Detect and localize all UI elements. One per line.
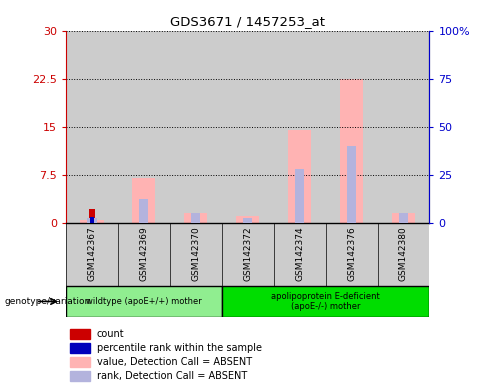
Bar (378, 31, 429, 223)
Bar (392, 213, 415, 223)
Bar (80, 220, 103, 223)
Text: apolipoprotein E-deficient
(apoE-/-) mother: apolipoprotein E-deficient (apoE-/-) mot… (271, 292, 380, 311)
Bar (325, 223, 378, 286)
Text: genotype/variation: genotype/variation (5, 297, 91, 306)
Bar (170, 223, 222, 286)
Bar (118, 223, 170, 286)
Bar (399, 213, 408, 223)
Text: GSM142376: GSM142376 (347, 226, 356, 281)
Title: GDS3671 / 1457253_at: GDS3671 / 1457253_at (170, 15, 325, 28)
Bar (118, 31, 170, 223)
Bar (222, 223, 274, 286)
Text: GSM142372: GSM142372 (243, 226, 252, 281)
Bar (325, 223, 378, 286)
Bar (89, 209, 95, 223)
Bar (132, 178, 156, 223)
Bar (274, 223, 325, 286)
Bar (66, 286, 222, 317)
Bar (66, 31, 118, 223)
Bar (222, 286, 429, 317)
Text: GSM142374: GSM142374 (295, 226, 304, 281)
Bar (118, 223, 170, 286)
Bar (274, 223, 325, 286)
Bar (243, 218, 252, 223)
Bar (69, 357, 89, 367)
Text: rank, Detection Call = ABSENT: rank, Detection Call = ABSENT (97, 371, 247, 381)
Text: value, Detection Call = ABSENT: value, Detection Call = ABSENT (97, 357, 252, 367)
Bar (170, 223, 222, 286)
Bar (222, 31, 274, 223)
Bar (66, 223, 118, 286)
Bar (69, 371, 89, 381)
Text: GSM142367: GSM142367 (87, 226, 96, 281)
Bar (222, 223, 274, 286)
Bar (325, 31, 378, 223)
Bar (170, 31, 222, 223)
Bar (288, 130, 311, 223)
Bar (66, 223, 118, 286)
Bar (87, 218, 97, 223)
Text: GSM142370: GSM142370 (191, 226, 200, 281)
Text: wildtype (apoE+/+) mother: wildtype (apoE+/+) mother (86, 297, 202, 306)
Bar (295, 169, 305, 223)
Text: GSM142380: GSM142380 (399, 226, 408, 281)
Text: GSM142369: GSM142369 (139, 226, 148, 281)
Bar (378, 223, 429, 286)
Bar (139, 199, 148, 223)
Bar (69, 329, 89, 339)
Text: count: count (97, 329, 124, 339)
Bar (69, 343, 89, 353)
Bar (378, 223, 429, 286)
Bar (89, 217, 94, 223)
Bar (347, 146, 356, 223)
Bar (236, 216, 259, 223)
Text: percentile rank within the sample: percentile rank within the sample (97, 343, 262, 353)
Bar (184, 213, 207, 223)
Bar (274, 31, 325, 223)
Bar (340, 79, 363, 223)
Bar (191, 213, 201, 223)
